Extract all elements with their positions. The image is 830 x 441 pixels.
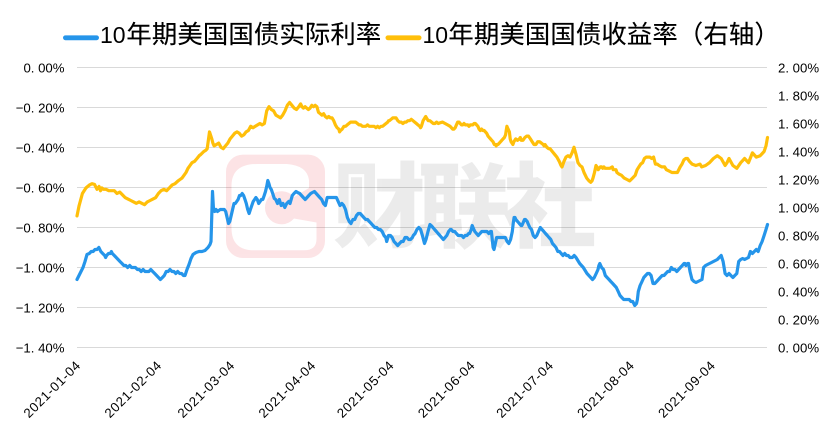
svg-text:−0. 60%: −0. 60% <box>16 181 65 196</box>
svg-text:10: 10 <box>100 22 126 48</box>
svg-text:−0. 20%: −0. 20% <box>16 101 65 116</box>
svg-text:−1. 00%: −1. 00% <box>16 261 65 276</box>
svg-text:−1. 40%: −1. 40% <box>16 341 65 356</box>
svg-text:2. 00%: 2. 00% <box>778 61 819 76</box>
svg-text:1. 20%: 1. 20% <box>778 173 819 188</box>
svg-text:−0. 80%: −0. 80% <box>16 221 65 236</box>
svg-text:1. 60%: 1. 60% <box>778 117 819 132</box>
svg-text:1. 00%: 1. 00% <box>778 201 819 216</box>
svg-text:0. 00%: 0. 00% <box>778 341 819 356</box>
svg-text:0. 00%: 0. 00% <box>23 61 64 76</box>
svg-text:1. 40%: 1. 40% <box>778 145 819 160</box>
svg-text:0. 80%: 0. 80% <box>778 229 819 244</box>
svg-text:0. 40%: 0. 40% <box>778 285 819 300</box>
svg-text:10: 10 <box>423 22 449 48</box>
svg-text:1. 80%: 1. 80% <box>778 89 819 104</box>
svg-text:−1. 20%: −1. 20% <box>16 301 65 316</box>
svg-text:0. 60%: 0. 60% <box>778 257 819 272</box>
svg-text:0. 20%: 0. 20% <box>778 313 819 328</box>
svg-text:−0. 40%: −0. 40% <box>16 141 65 156</box>
